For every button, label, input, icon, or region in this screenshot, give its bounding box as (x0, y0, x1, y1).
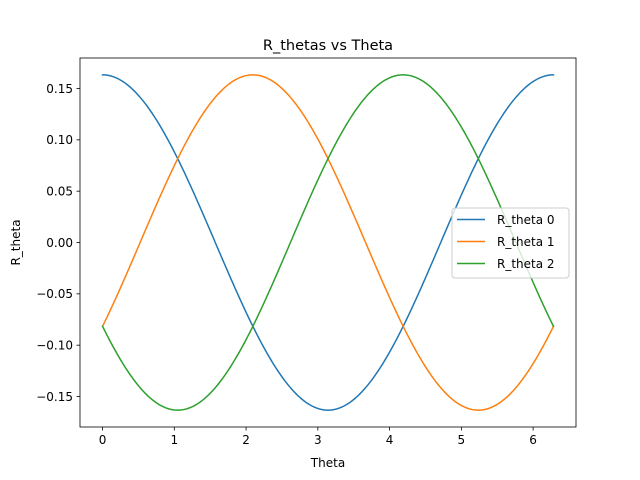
y-tick-label: 0.00 (46, 236, 73, 250)
series-line-2 (101, 74, 555, 411)
y-tick-label: 0.05 (46, 184, 73, 198)
x-tick-label: 2 (242, 433, 250, 447)
y-axis: −0.15 −0.10 −0.05 0.00 0.05 0.10 0.15 (36, 82, 80, 404)
series-layer (101, 74, 555, 411)
x-tick-label: 0 (99, 433, 107, 447)
x-tick-label: 1 (170, 433, 178, 447)
x-axis: 0 1 2 3 4 5 6 (99, 427, 537, 447)
y-tick-label: −0.05 (36, 287, 73, 301)
legend-label: R_theta 2 (497, 257, 555, 271)
x-tick-label: 5 (458, 433, 466, 447)
chart-title: R_thetas vs Theta (263, 38, 393, 54)
y-tick-label: 0.10 (46, 133, 73, 147)
legend-box (451, 207, 570, 279)
y-axis-label: R_theta (9, 219, 23, 265)
legend: R_theta 0 R_theta 1 R_theta 2 (451, 207, 570, 279)
y-tick-label: 0.15 (46, 82, 73, 96)
legend-label: R_theta 0 (497, 213, 555, 227)
legend-label: R_theta 1 (497, 235, 555, 249)
x-tick-label: 3 (314, 433, 322, 447)
y-tick-label: −0.15 (36, 390, 73, 404)
x-tick-label: 6 (529, 433, 537, 447)
y-tick-label: −0.10 (36, 338, 73, 352)
x-axis-label: Theta (310, 456, 345, 470)
x-tick-label: 4 (386, 433, 394, 447)
